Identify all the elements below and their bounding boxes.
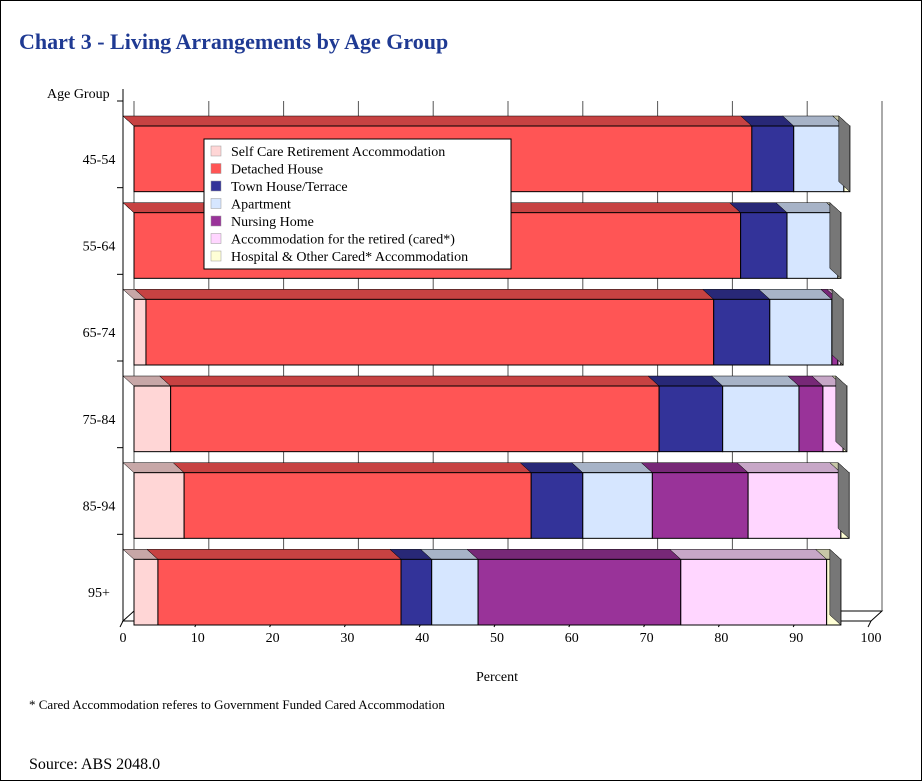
bar <box>740 212 788 279</box>
bar-top <box>122 115 753 127</box>
legend-swatch <box>210 163 222 174</box>
x-tick-label: 20 <box>266 631 280 646</box>
bar <box>680 558 828 626</box>
bar-top <box>134 289 715 300</box>
legend-swatch <box>210 180 222 192</box>
legend-swatch <box>210 250 222 262</box>
x-tick-label: 80 <box>714 631 728 646</box>
legend-label: Self Care Retirement Accommodation <box>231 145 445 160</box>
bar <box>793 125 845 193</box>
bar-side <box>829 548 842 626</box>
bar-side <box>838 115 851 193</box>
bar <box>145 298 715 366</box>
legend-label: Hospital & Other Cared* Accommodation <box>231 250 468 265</box>
bar <box>477 558 682 626</box>
x-tick-label: 90 <box>789 631 803 646</box>
bar <box>751 125 795 193</box>
bar <box>747 472 842 539</box>
x-tick <box>867 620 872 628</box>
legend-label: Apartment <box>231 198 291 213</box>
legend <box>203 138 512 270</box>
bar <box>431 558 479 626</box>
bar <box>170 385 660 453</box>
bar-top <box>647 375 724 387</box>
bar-top <box>758 289 833 300</box>
bar <box>530 472 584 539</box>
bar-top <box>640 462 749 473</box>
bar <box>183 472 532 539</box>
bar <box>157 558 402 626</box>
bar <box>133 385 172 453</box>
bar <box>769 298 833 366</box>
bar <box>658 385 724 453</box>
bar-top <box>702 289 771 300</box>
legend-label: Accommodation for the retired (cared*) <box>231 233 455 248</box>
bar-side <box>837 462 850 539</box>
x-tick <box>119 620 124 628</box>
chart-title: Chart 3 - Living Arrangements by Age Gro… <box>19 29 448 54</box>
bar <box>582 472 653 539</box>
bar-top <box>146 549 402 560</box>
y-tick-label: 75-84 <box>83 413 116 428</box>
y-tick-label: 65-74 <box>83 326 116 341</box>
x-tick-label: 30 <box>340 631 354 646</box>
bar-top <box>736 462 842 473</box>
bar <box>798 385 824 453</box>
x-tick-label: 0 <box>120 631 127 646</box>
x-axis-label: Percent <box>476 670 518 685</box>
bar-top <box>159 375 660 387</box>
legend-swatch <box>210 198 222 209</box>
legend-label: Detached House <box>231 163 323 178</box>
bar <box>133 472 185 539</box>
x-tick-label: 50 <box>490 631 504 646</box>
x-tick-label: 60 <box>565 631 579 646</box>
bar <box>400 558 433 626</box>
bar <box>133 298 147 366</box>
y-axis-label: Age Group <box>47 87 110 102</box>
legend-label: Town House/Terrace <box>231 180 348 195</box>
x-tick-label: 100 <box>861 631 882 646</box>
legend-swatch <box>210 233 222 244</box>
bar-top <box>172 462 532 473</box>
y-tick-label: 85-94 <box>83 500 116 515</box>
legend-label: Nursing Home <box>231 215 314 230</box>
bar <box>713 298 771 366</box>
x-tick-label: 40 <box>415 631 429 646</box>
y-tick-label: 95+ <box>88 586 110 601</box>
bar-side <box>835 375 848 453</box>
bar-side <box>829 202 842 279</box>
bar <box>651 472 749 539</box>
footnote: * Cared Accommodation referes to Governm… <box>29 697 445 712</box>
x-tick-label: 10 <box>191 631 205 646</box>
source: Source: ABS 2048.0 <box>29 756 160 773</box>
y-tick-label: 55-64 <box>83 240 116 255</box>
legend-swatch <box>210 215 222 227</box>
legend-swatch <box>210 145 222 157</box>
bar-top <box>669 549 828 560</box>
bar-top <box>466 549 682 560</box>
x-tick-label: 70 <box>640 631 654 646</box>
bar <box>722 385 800 453</box>
bar <box>786 212 839 279</box>
bar-side <box>831 288 844 366</box>
y-tick-label: 45-54 <box>83 153 116 168</box>
bar <box>133 558 159 626</box>
bar-top <box>711 375 800 387</box>
bar-top <box>571 462 654 473</box>
